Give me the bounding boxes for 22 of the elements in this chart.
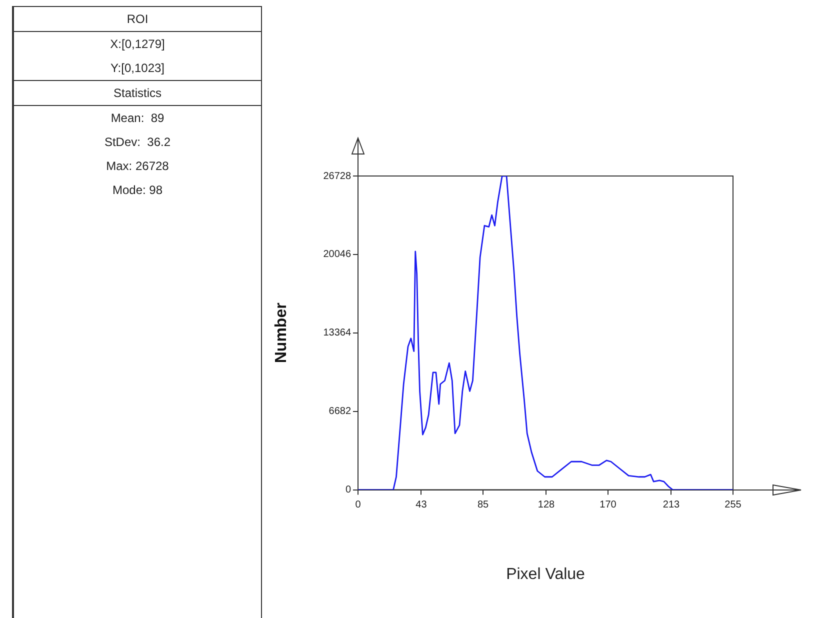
text: Statistics — [14, 81, 261, 106]
text: Y:[0,1023] — [14, 56, 261, 81]
y-tick-label: 26728 — [323, 170, 352, 182]
y-axis-title: Number — [273, 302, 290, 364]
x-tick-label: 85 — [477, 500, 490, 511]
x-tick-label: 43 — [416, 500, 428, 511]
x-tick-label: 170 — [600, 500, 617, 511]
x-axis-title: Pixel Value — [506, 566, 586, 583]
y-tick-label: 0 — [345, 484, 352, 496]
text: Mode: 98 — [111, 182, 164, 199]
x-tick-label: 213 — [662, 500, 680, 511]
x-tick-label: 0 — [355, 500, 362, 511]
x-tick-label: 255 — [724, 500, 742, 511]
y-tick-label: 20046 — [323, 249, 352, 260]
text: X:[0,1279] — [109, 36, 166, 53]
y-tick-label: 6682 — [328, 406, 352, 418]
y-tick-label: 13364 — [323, 328, 352, 339]
text: Max: 26728 — [105, 158, 170, 175]
text: ROI — [14, 7, 261, 32]
text: StDev: 36.2 — [103, 134, 172, 151]
x-tick-label: 128 — [538, 500, 556, 511]
text: Mean: 89 — [110, 110, 166, 127]
